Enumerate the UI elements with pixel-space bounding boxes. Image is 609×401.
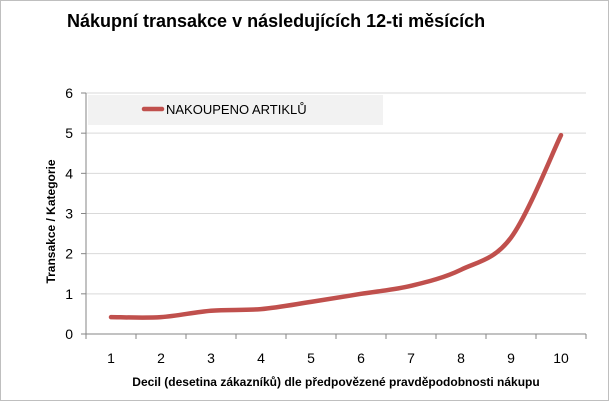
y-tick-label: 1 bbox=[65, 286, 73, 302]
x-tick-label: 2 bbox=[157, 350, 165, 366]
x-tick-label: 4 bbox=[257, 350, 265, 366]
x-tick-label: 1 bbox=[107, 350, 115, 366]
legend-label: NAKOUPENO ARTIKLŮ bbox=[166, 102, 307, 117]
y-tick-label: 4 bbox=[65, 165, 73, 181]
x-tick-label: 3 bbox=[207, 350, 215, 366]
y-axis-title: Transakce / Kategorie bbox=[44, 159, 58, 283]
chart-title: Nákupní transakce v následujících 12-ti … bbox=[67, 11, 486, 31]
series-line-0 bbox=[108, 132, 564, 320]
legend-box bbox=[88, 95, 383, 125]
y-tick-label: 3 bbox=[65, 206, 73, 222]
x-axis-title: Decil (desetina zákazníků) dle předpověz… bbox=[132, 375, 539, 389]
y-tick-label: 0 bbox=[65, 326, 73, 342]
y-tick-label: 5 bbox=[65, 125, 73, 141]
x-tick-label: 8 bbox=[457, 350, 465, 366]
y-tick-label: 6 bbox=[65, 85, 73, 101]
y-tick-label: 2 bbox=[65, 246, 73, 262]
x-tick-label: 9 bbox=[507, 350, 515, 366]
x-tick-label: 5 bbox=[307, 350, 315, 366]
x-tick-label: 10 bbox=[553, 350, 569, 366]
x-tick-label: 7 bbox=[407, 350, 415, 366]
x-tick-label: 6 bbox=[357, 350, 365, 366]
